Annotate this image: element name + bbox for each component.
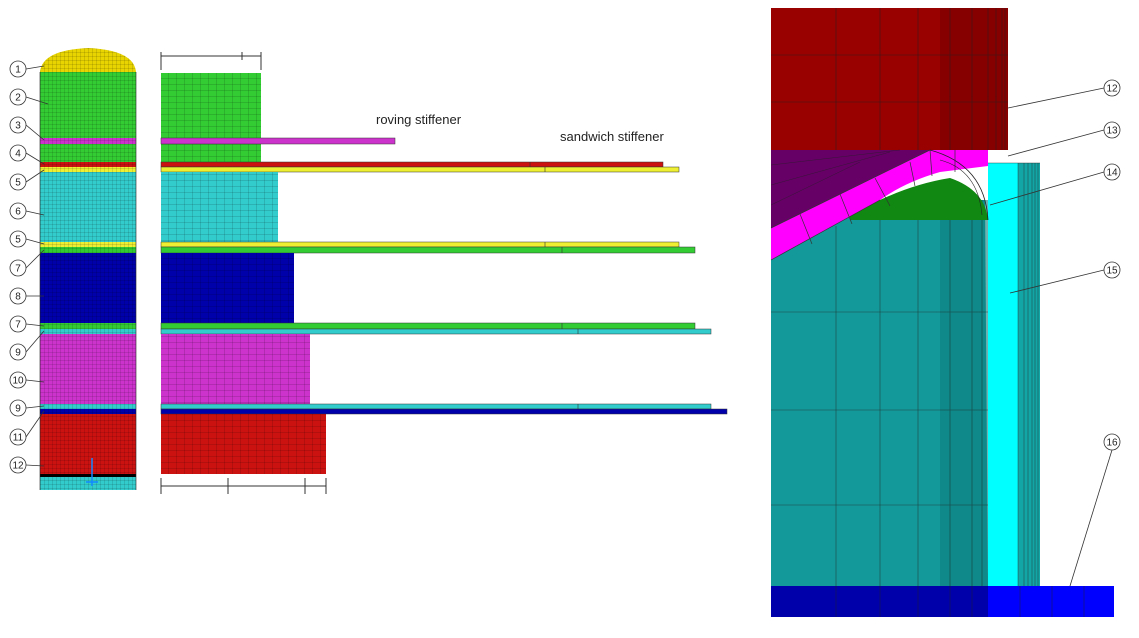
left-callout-label: 6	[15, 207, 21, 218]
left-callout-circle	[9, 259, 27, 277]
left-callout-label: 1	[15, 65, 21, 76]
left-callout-label: 7	[15, 320, 21, 331]
left-callout-circle	[9, 88, 27, 106]
left-callout-circle	[9, 428, 27, 446]
dimension-bracket-top	[160, 52, 262, 70]
left-callout-label: 12	[12, 461, 24, 472]
right-callout-list: 12 13 14 15 16	[989, 79, 1121, 587]
right-callout-label: 14	[1106, 168, 1118, 179]
joint-teal-strip	[1018, 163, 1040, 586]
left-callout-circle	[9, 315, 27, 333]
left-callout-circle	[9, 399, 27, 417]
left-callout-circle	[9, 202, 27, 220]
left-callout-circle	[9, 173, 27, 191]
joint-green-part	[850, 178, 988, 220]
left-callout-label: 4	[15, 149, 21, 160]
left-callout-circle	[9, 116, 27, 134]
left-callout-circle	[9, 287, 27, 305]
right-callout-label: 12	[1106, 84, 1118, 95]
stiffener-yellow-bar-2	[160, 241, 680, 248]
left-callout-circle	[9, 456, 27, 474]
dimension-bracket-bottom	[160, 478, 327, 494]
stiffener-blue-bar	[160, 408, 728, 415]
joint-teal-body	[771, 200, 988, 586]
left-callout-circle	[9, 60, 27, 78]
joint-blue-base-right	[988, 586, 1114, 617]
left-callout-label: 11	[13, 433, 24, 444]
left-callout-label: 5	[15, 178, 21, 189]
right-callout-label: 15	[1106, 266, 1118, 277]
joint-blue-base-left	[771, 586, 988, 617]
stiffener-yellow-bar-1	[160, 166, 680, 173]
left-callout-label: 9	[15, 348, 21, 359]
right-callout-label: 13	[1106, 126, 1118, 137]
right-callout-circle	[1103, 163, 1121, 181]
stiffener-cyan-bar-2	[160, 403, 712, 410]
right-callout-circle	[1103, 433, 1121, 451]
left-callout-label: 3	[15, 121, 21, 132]
stiffener-red-bar	[160, 161, 664, 168]
stiffener-green-bar-2	[160, 322, 696, 330]
left-callout-label: 10	[12, 376, 24, 387]
left-callout-circle	[9, 144, 27, 162]
right-callout-label: 16	[1106, 438, 1118, 449]
axis-triad-icon	[86, 458, 98, 486]
joint-detail	[770, 8, 1114, 617]
right-callout-circle	[1103, 121, 1121, 139]
left-callout-circle	[9, 230, 27, 248]
right-callout-circle	[1103, 79, 1121, 97]
tower-column	[39, 48, 137, 490]
roving-stiffener-label: roving stiffener	[376, 112, 462, 127]
section-detail: roving stiffener sandwich stiffener	[160, 52, 728, 494]
left-callout-label: 9	[15, 404, 21, 415]
right-callout-circle	[1103, 261, 1121, 279]
sandwich-stiffener-label: sandwich stiffener	[560, 129, 664, 144]
left-callout-label: 8	[15, 292, 21, 303]
stiffener-cyan-bar-1	[160, 328, 712, 335]
left-callout-circle	[9, 343, 27, 361]
left-callout-label: 7	[15, 264, 21, 275]
stiffener-green-bar-1	[160, 246, 696, 254]
left-callout-circle	[9, 371, 27, 389]
joint-magenta-band	[771, 150, 988, 260]
roving-stiffener-bar	[160, 137, 396, 145]
left-callout-label: 5	[15, 235, 21, 246]
joint-aqua-strip	[988, 163, 1018, 586]
left-callout-label: 2	[15, 93, 21, 104]
